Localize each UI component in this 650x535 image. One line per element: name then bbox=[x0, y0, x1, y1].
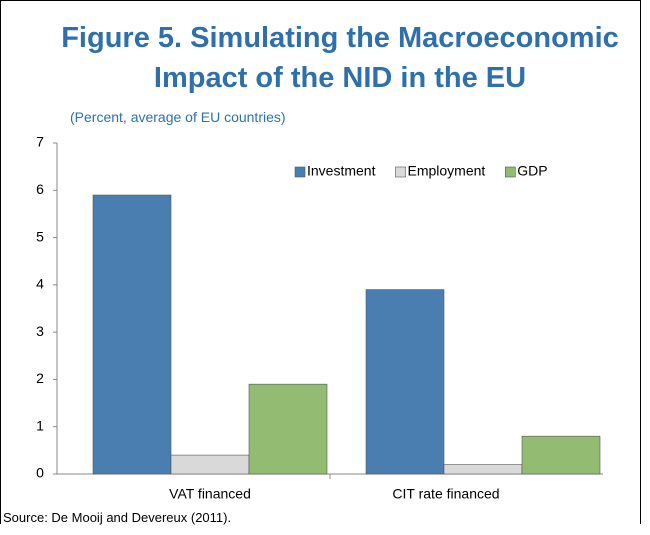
frame bbox=[0, 0, 641, 524]
legend-label: Employment bbox=[407, 163, 485, 179]
legend-swatch bbox=[504, 166, 516, 178]
legend-label: GDP bbox=[517, 163, 547, 179]
y-tick-label: 0 bbox=[36, 465, 44, 481]
legend-label: Investment bbox=[307, 163, 376, 179]
x-tick-label: VAT financed bbox=[169, 486, 251, 502]
y-tick-label: 3 bbox=[36, 323, 44, 339]
x-tick-label: CIT rate financed bbox=[392, 486, 499, 502]
bar bbox=[248, 383, 328, 475]
source-note: Source: De Mooij and Devereux (2011). bbox=[3, 510, 232, 525]
bar bbox=[521, 435, 601, 475]
y-tick-label: 6 bbox=[36, 181, 44, 197]
y-tick-label: 5 bbox=[36, 228, 44, 244]
bar bbox=[92, 194, 172, 475]
legend-swatch bbox=[294, 166, 306, 178]
y-tick-label: 7 bbox=[36, 134, 44, 150]
legend-swatch bbox=[395, 166, 406, 178]
chart-subtitle: (Percent, average of EU countries) bbox=[70, 109, 286, 125]
chart-title: Figure 5. Simulating the Macroeconomic I… bbox=[61, 22, 619, 94]
bar bbox=[443, 464, 523, 475]
bar bbox=[365, 289, 445, 475]
bar bbox=[170, 454, 250, 475]
y-tick-label: 2 bbox=[36, 370, 44, 386]
y-tick-label: 1 bbox=[36, 417, 44, 433]
y-tick-label: 4 bbox=[36, 276, 44, 292]
